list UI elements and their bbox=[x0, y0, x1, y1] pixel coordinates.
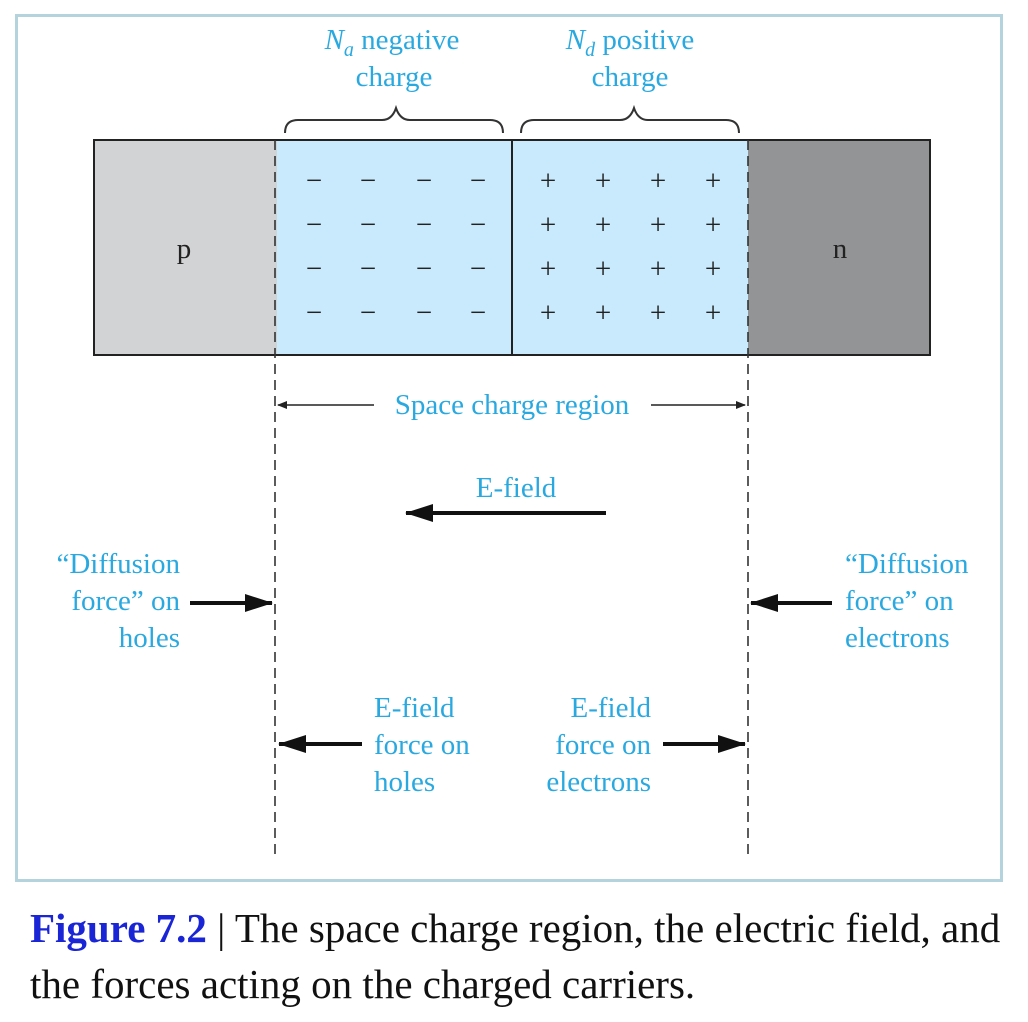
diffusion-electrons-line2: force” on bbox=[845, 585, 954, 617]
positive-charge-symbol: + bbox=[705, 297, 721, 329]
na-label-line1: Na negative bbox=[324, 24, 460, 61]
negative-charge-symbol: − bbox=[416, 253, 432, 285]
negative-charge-symbol: − bbox=[306, 209, 322, 241]
negative-charge-symbol: − bbox=[416, 165, 432, 197]
efield-electrons-line1: E-field bbox=[570, 692, 651, 724]
positive-charge-symbol: + bbox=[595, 253, 611, 285]
diffusion-electrons-line1: “Diffusion bbox=[845, 548, 969, 580]
positive-charge-symbol: + bbox=[650, 253, 666, 285]
caption-separator: | bbox=[206, 905, 235, 951]
positive-charge-symbol: + bbox=[650, 297, 666, 329]
positive-charge-symbol: + bbox=[705, 165, 721, 197]
negative-charge-symbol: − bbox=[360, 253, 376, 285]
negative-charge-symbol: − bbox=[360, 297, 376, 329]
positive-charge-symbol: + bbox=[650, 165, 666, 197]
n-region bbox=[748, 140, 930, 355]
negative-charge-symbol: − bbox=[470, 165, 486, 197]
positive-charge-symbol: + bbox=[595, 165, 611, 197]
efield-electrons-line3: electrons bbox=[546, 766, 651, 798]
na-label-line2: charge bbox=[356, 61, 433, 93]
negative-charge-symbol: − bbox=[306, 165, 322, 197]
efield-electrons-line2: force on bbox=[555, 729, 651, 761]
positive-charge-symbol: + bbox=[540, 297, 556, 329]
positive-charge-symbol: + bbox=[705, 209, 721, 241]
negative-charge-symbol: − bbox=[360, 209, 376, 241]
positive-charge-symbol: + bbox=[540, 253, 556, 285]
p-label: p bbox=[177, 233, 192, 265]
efield-holes-line2: force on bbox=[374, 729, 470, 761]
positive-charge-symbol: + bbox=[540, 165, 556, 197]
p-region bbox=[94, 140, 277, 355]
figure-caption: Figure 7.2 | The space charge region, th… bbox=[30, 900, 1020, 1012]
positive-charge-symbol: + bbox=[705, 253, 721, 285]
efield-holes-line3: holes bbox=[374, 766, 435, 798]
positive-charge-symbol: + bbox=[595, 209, 611, 241]
positive-charges: + + + + + + + + + + + + + + + + bbox=[540, 165, 721, 329]
negative-charge-symbol: − bbox=[470, 209, 486, 241]
positive-charge-symbol: + bbox=[540, 209, 556, 241]
efield-holes-line1: E-field bbox=[374, 692, 455, 724]
caption-label: Figure 7.2 bbox=[30, 905, 207, 951]
negative-charges: − − − − − − − − − − − − − − − − bbox=[306, 165, 486, 329]
depletion-positive-region bbox=[512, 140, 748, 355]
space-charge-label: Space charge region bbox=[395, 389, 630, 421]
diffusion-holes-line3: holes bbox=[119, 622, 180, 654]
diffusion-holes-line2: force” on bbox=[71, 585, 180, 617]
negative-charge-symbol: − bbox=[306, 297, 322, 329]
efield-label: E-field bbox=[476, 472, 557, 504]
nd-label-line1: Nd positive bbox=[565, 24, 694, 61]
na-brace bbox=[284, 104, 504, 134]
negative-charge-symbol: − bbox=[470, 297, 486, 329]
negative-charge-symbol: − bbox=[306, 253, 322, 285]
positive-charge-symbol: + bbox=[650, 209, 666, 241]
n-label: n bbox=[833, 233, 848, 265]
nd-brace bbox=[520, 104, 740, 134]
negative-charge-symbol: − bbox=[416, 209, 432, 241]
diffusion-electrons-line3: electrons bbox=[845, 622, 950, 654]
nd-label-line2: charge bbox=[592, 61, 669, 93]
depletion-negative-region bbox=[277, 140, 512, 355]
diffusion-holes-line1: “Diffusion bbox=[56, 548, 180, 580]
negative-charge-symbol: − bbox=[470, 253, 486, 285]
negative-charge-symbol: − bbox=[360, 165, 376, 197]
pn-junction-diagram: Na negative charge Nd positive charge p … bbox=[56, 24, 969, 860]
negative-charge-symbol: − bbox=[416, 297, 432, 329]
positive-charge-symbol: + bbox=[595, 297, 611, 329]
caption-text: The space charge region, the electric fi… bbox=[30, 905, 1001, 1007]
